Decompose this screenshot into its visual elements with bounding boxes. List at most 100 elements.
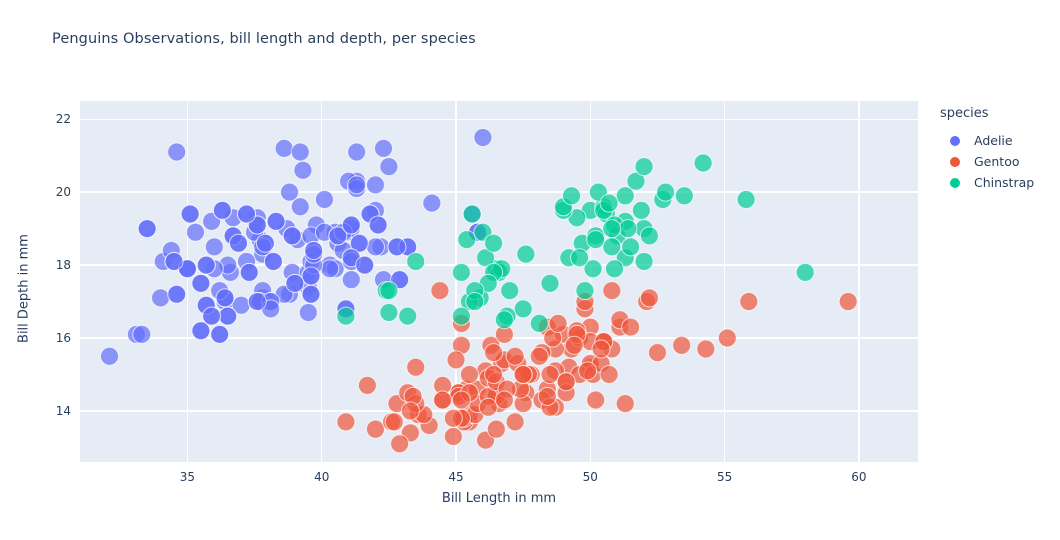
data-point [132, 324, 152, 344]
data-point [602, 281, 622, 301]
data-point [602, 219, 622, 239]
data-point [365, 237, 385, 257]
data-point [379, 157, 399, 177]
data-point [180, 204, 200, 224]
data-point [387, 237, 407, 257]
data-point [379, 281, 399, 301]
data-point [185, 222, 205, 242]
y-tick-label: 22 [55, 112, 71, 127]
data-point [151, 288, 171, 308]
data-point [349, 233, 369, 253]
data-point [656, 182, 676, 202]
data-point [516, 244, 536, 264]
data-point [355, 255, 375, 275]
data-point [304, 241, 324, 261]
legend: species Adelie Gentoo Chinstrap [938, 106, 1056, 193]
data-point [237, 204, 257, 224]
data-point [631, 200, 651, 220]
data-point [328, 226, 348, 246]
data-point [513, 299, 533, 319]
data-point [341, 215, 361, 235]
legend-item-gentoo[interactable]: Gentoo [938, 151, 1056, 172]
data-point [739, 292, 759, 312]
legend-item-adelie[interactable]: Adelie [938, 130, 1056, 151]
data-point [583, 259, 603, 279]
data-point [484, 233, 504, 253]
data-point [368, 215, 388, 235]
data-point [562, 186, 582, 206]
data-point [465, 292, 485, 312]
data-point [336, 412, 356, 432]
data-point [298, 302, 318, 322]
x-tick-label: 40 [314, 470, 330, 484]
data-point [164, 251, 184, 271]
data-point [137, 219, 157, 239]
gridline-horizontal [80, 118, 918, 120]
data-point [736, 189, 756, 209]
data-point [634, 251, 654, 271]
series-adelie [100, 127, 493, 366]
data-point [167, 284, 187, 304]
legend-title: species [940, 106, 989, 121]
data-point [647, 343, 667, 363]
data-point [390, 434, 410, 454]
data-point [100, 346, 120, 366]
data-point [451, 390, 471, 410]
gridline-vertical [455, 101, 457, 462]
legend-item-label: Chinstrap [974, 175, 1035, 190]
data-point [365, 419, 385, 439]
data-point [215, 288, 235, 308]
data-point [693, 153, 713, 173]
data-point [473, 127, 493, 147]
data-point [406, 357, 426, 377]
gridline-vertical [186, 101, 189, 462]
data-point [564, 335, 584, 355]
data-point [430, 281, 450, 301]
data-point [239, 262, 259, 282]
data-point [634, 157, 654, 177]
gridline-vertical [723, 101, 726, 462]
data-point [263, 251, 283, 271]
legend-item-chinstrap[interactable]: Chinstrap [938, 172, 1056, 193]
data-point [476, 248, 496, 268]
data-point [218, 306, 238, 326]
legend-item-label: Gentoo [974, 154, 1020, 169]
data-point [529, 346, 549, 366]
data-point [301, 266, 321, 286]
data-point [540, 273, 560, 293]
data-point [795, 262, 815, 282]
y-axis-ticks: 14 16 18 20 22 [0, 0, 71, 540]
gridline-vertical [589, 101, 591, 462]
plot-area [80, 101, 918, 462]
data-point [336, 306, 356, 326]
data-point [443, 408, 463, 428]
data-point [365, 175, 385, 195]
legend-items: Adelie Gentoo Chinstrap [938, 130, 1056, 193]
x-tick-label: 55 [716, 470, 733, 484]
data-point [570, 248, 590, 268]
data-point [301, 284, 321, 304]
data-point [505, 412, 525, 432]
data-point [400, 401, 420, 421]
data-point [290, 197, 310, 217]
data-point [451, 262, 471, 282]
data-point [384, 412, 404, 432]
data-point [586, 390, 606, 410]
data-point [478, 397, 498, 417]
data-point [486, 419, 506, 439]
data-point [604, 259, 624, 279]
data-point [433, 390, 453, 410]
data-point [462, 204, 482, 224]
data-point [602, 237, 622, 257]
legend-swatch-icon [950, 177, 960, 188]
data-point [615, 394, 635, 414]
y-tick-label: 18 [55, 258, 71, 273]
data-point [484, 343, 504, 363]
data-point [599, 364, 619, 384]
data-point [556, 372, 576, 392]
data-point [379, 302, 399, 322]
x-tick-label: 35 [179, 470, 196, 484]
x-tick-label: 50 [582, 470, 598, 484]
data-point [505, 346, 525, 366]
data-point [494, 310, 514, 330]
